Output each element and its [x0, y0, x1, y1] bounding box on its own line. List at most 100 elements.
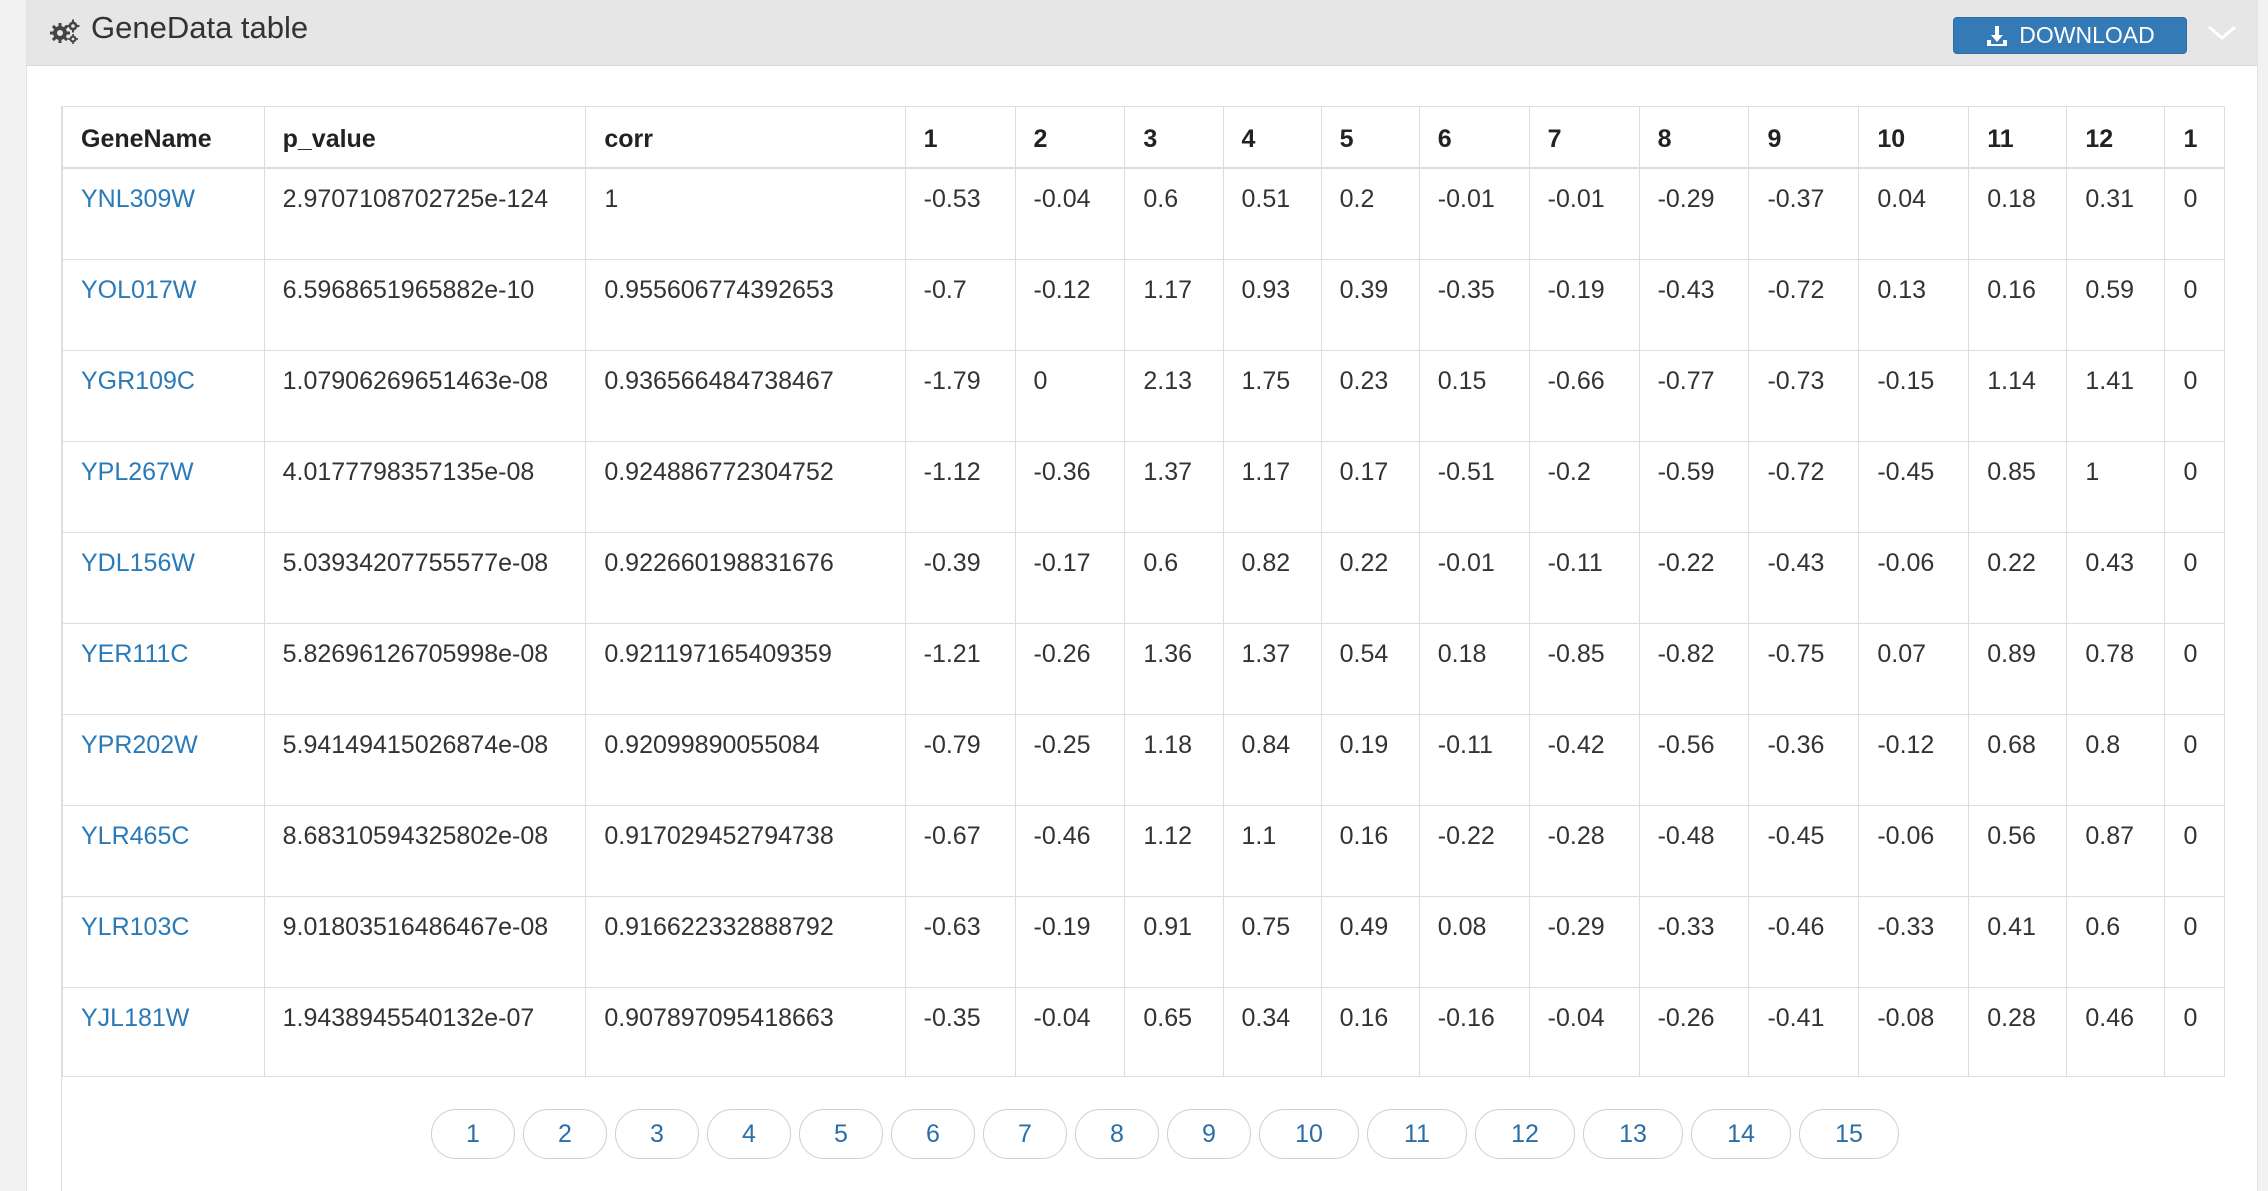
table-body: YNL309W 2.9707108702725e-124 1 -0.53 -0.04 0.… — [62, 167, 2225, 1076]
gears-icon — [50, 19, 80, 44]
column-header-6[interactable]: 6 — [1418, 106, 1530, 169]
value-cell: -0.29 — [1528, 895, 1640, 988]
value-cell: 0.43 — [2066, 531, 2166, 624]
value-cell: -0.11 — [1418, 713, 1530, 806]
page-button-14[interactable]: 14 — [1691, 1109, 1791, 1159]
value-cell: -0.85 — [1528, 622, 1640, 715]
gene-table: GeneName p_value corr 1 2 3 4 5 6 7 8 9 … — [62, 106, 2225, 1076]
value-cell: 0 — [2164, 622, 2225, 715]
value-cell: -0.7 — [904, 258, 1016, 351]
value-cell: 0.6 — [1124, 531, 1224, 624]
chevron-down-icon[interactable] — [2205, 18, 2239, 48]
column-header-12[interactable]: 12 — [2066, 106, 2166, 169]
page-button-3[interactable]: 3 — [615, 1109, 699, 1159]
table-row: YPL267W 4.0177798357135e-08 0.924886772304… — [62, 440, 2225, 533]
gene-name-link[interactable]: YNL309W — [81, 185, 195, 213]
value-cell: -0.08 — [1858, 986, 1970, 1076]
column-header-9[interactable]: 9 — [1748, 106, 1860, 169]
value-cell: 0.39 — [1320, 258, 1420, 351]
p-value-cell: 5.94149415026874e-08 — [263, 713, 587, 806]
value-cell: -0.42 — [1528, 713, 1640, 806]
page-button-10[interactable]: 10 — [1259, 1109, 1359, 1159]
value-cell: -0.45 — [1748, 804, 1860, 897]
gene-name-link[interactable]: YPR202W — [81, 730, 198, 759]
page-button-11[interactable]: 11 — [1367, 1109, 1467, 1159]
column-header-11[interactable]: 11 — [1968, 106, 2068, 169]
column-header-2[interactable]: 2 — [1014, 106, 1126, 169]
value-cell: 0 — [2164, 713, 2225, 806]
table-row: YGR109C 1.07906269651463e-08 0.93656648473… — [62, 349, 2225, 442]
value-cell: 0.08 — [1418, 895, 1530, 988]
value-cell: 0.18 — [1418, 622, 1530, 715]
table-header-row: GeneName p_value corr 1 2 3 4 5 6 7 8 9 … — [62, 106, 2225, 169]
value-cell: 0.46 — [2066, 986, 2166, 1076]
value-cell: -0.19 — [1528, 258, 1640, 351]
column-header-3[interactable]: 3 — [1124, 106, 1224, 169]
download-button[interactable]: DOWNLOAD — [1953, 17, 2187, 54]
p-value-cell: 5.03934207755577e-08 — [263, 531, 587, 624]
gene-name-cell: YJL181W — [62, 986, 265, 1076]
value-cell: 0.84 — [1222, 713, 1322, 806]
value-cell: -0.82 — [1638, 622, 1750, 715]
value-cell: 0 — [2164, 804, 2225, 897]
page-button-1[interactable]: 1 — [431, 1109, 515, 1159]
value-cell: -0.36 — [1748, 713, 1860, 806]
value-cell: -0.06 — [1858, 804, 1970, 897]
value-cell: 0.16 — [1320, 804, 1420, 897]
value-cell: 1.37 — [1222, 622, 1322, 715]
value-cell: -0.59 — [1638, 440, 1750, 533]
gene-name-link[interactable]: YGR109C — [81, 366, 195, 395]
page-button-12[interactable]: 12 — [1475, 1109, 1575, 1159]
gene-name-link[interactable]: YPL267W — [81, 457, 194, 486]
value-cell: -1.79 — [904, 349, 1016, 442]
gene-name-link[interactable]: YLR465C — [81, 821, 190, 850]
value-cell: -0.73 — [1748, 349, 1860, 442]
page-button-15[interactable]: 15 — [1799, 1109, 1899, 1159]
column-header-8[interactable]: 8 — [1638, 106, 1750, 169]
corr-cell: 0.917029452794738 — [585, 804, 906, 897]
page-button-2[interactable]: 2 — [523, 1109, 607, 1159]
corr-cell: 0.921197165409359 — [585, 622, 906, 715]
page-button-6[interactable]: 6 — [891, 1109, 975, 1159]
column-header-13[interactable]: 1 — [2164, 106, 2225, 169]
value-cell: 0.89 — [1968, 622, 2068, 715]
gene-name-link[interactable]: YDL156W — [81, 548, 195, 577]
value-cell: 0.51 — [1222, 167, 1322, 260]
column-header-genename[interactable]: GeneName — [62, 106, 265, 169]
gene-name-link[interactable]: YOL017W — [81, 275, 197, 304]
column-header-10[interactable]: 10 — [1858, 106, 1970, 169]
value-cell: -0.72 — [1748, 440, 1860, 533]
page-button-5[interactable]: 5 — [799, 1109, 883, 1159]
p-value-cell: 4.0177798357135e-08 — [263, 440, 587, 533]
p-value-cell: 1.07906269651463e-08 — [263, 349, 587, 442]
value-cell: 0.34 — [1222, 986, 1322, 1076]
column-header-4[interactable]: 4 — [1222, 106, 1322, 169]
value-cell: 1.14 — [1968, 349, 2068, 442]
column-header-1[interactable]: 1 — [904, 106, 1016, 169]
gene-name-link[interactable]: YLR103C — [81, 912, 190, 941]
page-button-7[interactable]: 7 — [983, 1109, 1067, 1159]
column-header-7[interactable]: 7 — [1528, 106, 1640, 169]
value-cell: 0.91 — [1124, 895, 1224, 988]
value-cell: 0.28 — [1968, 986, 2068, 1076]
table-row: YLR465C 8.68310594325802e-08 0.91702945279… — [62, 804, 2225, 897]
value-cell: -1.12 — [904, 440, 1016, 533]
gene-name-link[interactable]: YJL181W — [81, 1003, 190, 1032]
value-cell: 0.54 — [1320, 622, 1420, 715]
gene-name-link[interactable]: YER111C — [81, 639, 189, 668]
value-cell: 0.2 — [1320, 167, 1420, 260]
value-cell: -0.28 — [1528, 804, 1640, 897]
page-button-8[interactable]: 8 — [1075, 1109, 1159, 1159]
value-cell: -0.43 — [1638, 258, 1750, 351]
column-header-p-value[interactable]: p_value — [263, 106, 587, 169]
value-cell: 0.15 — [1418, 349, 1530, 442]
gene-name-cell: YGR109C — [62, 349, 265, 442]
page-button-9[interactable]: 9 — [1167, 1109, 1251, 1159]
column-header-corr[interactable]: corr — [585, 106, 906, 169]
page-button-4[interactable]: 4 — [707, 1109, 791, 1159]
column-header-5[interactable]: 5 — [1320, 106, 1420, 169]
gene-name-cell: YER111C — [62, 622, 265, 715]
pagination-area: 1 2 3 4 5 6 7 8 9 10 11 12 13 14 15 — [61, 1076, 2225, 1191]
value-cell: -0.04 — [1014, 167, 1126, 260]
page-button-13[interactable]: 13 — [1583, 1109, 1683, 1159]
